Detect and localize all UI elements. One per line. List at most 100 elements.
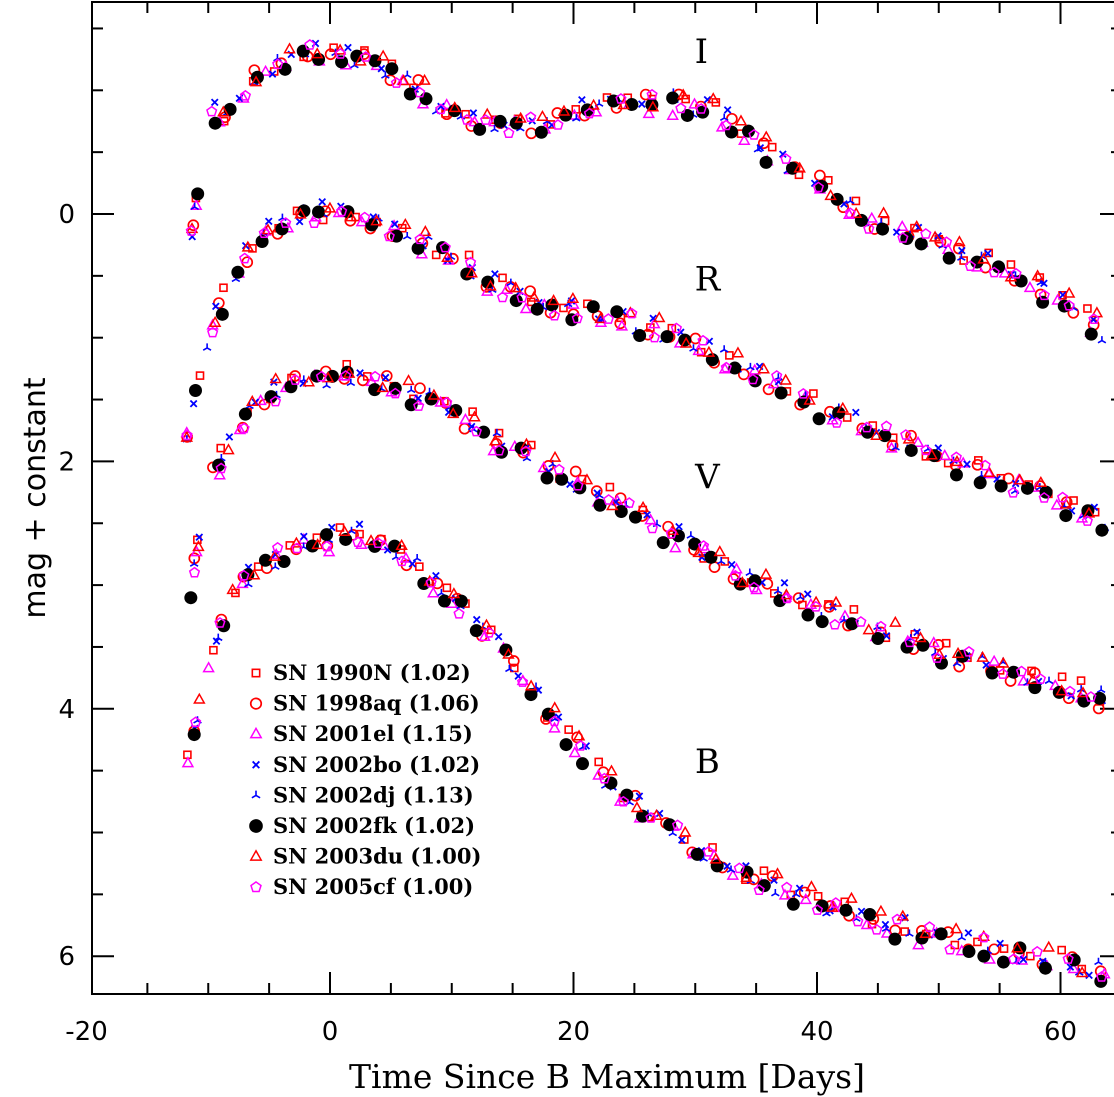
marker-tri-star: [490, 124, 499, 133]
marker-filled-circle: [575, 757, 589, 771]
marker-filled-circle: [1039, 485, 1053, 499]
marker-triangle: [809, 595, 823, 607]
marker-triangle: [648, 317, 661, 329]
marker-pentagon: [359, 211, 371, 223]
marker-triangle: [519, 302, 533, 314]
marker-circle: [886, 439, 899, 452]
marker-triangle: [845, 891, 858, 903]
marker-triangle: [233, 423, 247, 435]
marker-pentagon: [289, 374, 301, 385]
marker-cross: [295, 217, 304, 226]
y-axis-title: mag + constant: [18, 377, 53, 619]
marker-triangle: [997, 656, 1010, 668]
marker-pentagon: [480, 114, 492, 125]
marker-pentagon: [844, 207, 856, 218]
legend-entry: SN 2001el (1.15): [249, 721, 473, 746]
marker-filled-circle: [509, 294, 523, 308]
marker-pentagon: [603, 493, 615, 505]
marker-triangle: [726, 868, 740, 880]
marker-pentagon: [181, 429, 193, 441]
marker-triangle: [202, 661, 215, 673]
marker-square: [900, 927, 910, 936]
marker-filled-circle: [914, 237, 928, 251]
legend-label: SN 2003du (1.00): [273, 844, 481, 869]
marker-square: [849, 605, 859, 614]
marker-pentagon: [863, 223, 875, 234]
marker-circle: [384, 74, 397, 87]
marker-filled-circle: [524, 688, 538, 702]
marker-tri-star: [1094, 957, 1103, 966]
marker-triangle: [740, 870, 753, 883]
marker-filled-circle: [620, 788, 634, 802]
marker-circle: [988, 943, 1001, 956]
marker-triangle: [880, 926, 894, 938]
marker-square: [594, 757, 604, 767]
marker-pentagon: [1007, 486, 1019, 498]
marker-triangle: [189, 198, 203, 210]
marker-pentagon: [304, 39, 316, 50]
x-tick-label: 60: [1044, 1017, 1077, 1047]
marker-filled-circle: [188, 383, 202, 397]
marker-filled-circle: [774, 386, 788, 400]
marker-square: [842, 413, 852, 422]
marker-pentagon: [988, 266, 1000, 278]
marker-filled-circle: [663, 818, 677, 832]
marker-cross: [964, 929, 973, 937]
marker-cross: [566, 480, 574, 489]
marker-triangle: [709, 852, 723, 864]
marker-pentagon: [389, 387, 401, 399]
marker-cross: [698, 553, 706, 562]
marker-tri-star: [594, 99, 604, 107]
marker-triangle: [778, 888, 792, 900]
marker-triangle: [548, 721, 561, 733]
marker-triangle: [344, 210, 358, 222]
marker-triangle: [446, 407, 460, 419]
marker-filled-circle: [992, 260, 1006, 274]
marker-pentagon: [383, 230, 395, 242]
marker-pentagon: [781, 881, 793, 893]
marker-triangle: [441, 250, 454, 263]
marker-pentagon: [503, 127, 515, 138]
marker-filled-circle: [437, 594, 451, 608]
band-label-B: B: [695, 742, 720, 782]
marker-triangle: [395, 538, 408, 550]
marker-cross: [963, 460, 971, 469]
marker-filled-circle: [449, 404, 463, 418]
marker-square: [759, 866, 769, 876]
marker-square: [498, 273, 507, 283]
y-tick-label: 0: [58, 200, 75, 230]
marker-cross: [675, 522, 683, 531]
marker-tri-star: [572, 114, 581, 122]
x-tick-label: 20: [557, 1017, 590, 1047]
marker-pentagon: [598, 772, 611, 784]
marker-filled-circle: [614, 504, 628, 518]
marker-triangle: [713, 545, 727, 557]
marker-triangle: [427, 388, 441, 400]
marker-cross: [778, 150, 787, 158]
band-I-points: [185, 39, 1107, 344]
marker-pentagon: [238, 569, 250, 581]
marker-filled-circle: [1084, 327, 1098, 341]
marker-filled-circle: [231, 265, 245, 279]
marker-triangle: [418, 73, 431, 85]
marker-pentagon: [291, 542, 303, 554]
marker-filled-circle: [1020, 481, 1034, 495]
marker-cross: [494, 632, 503, 641]
marker-triangle: [865, 211, 879, 223]
marker-pentagon: [464, 256, 477, 268]
marker-circle: [569, 465, 582, 478]
band-labels: I R V B: [694, 32, 721, 782]
legend-entry: SN 2005cf (1.00): [250, 874, 473, 899]
marker-pentagon: [671, 819, 684, 831]
marker-pentagon: [239, 89, 252, 101]
marker-triangle: [580, 473, 594, 485]
marker-square: [813, 891, 823, 901]
marker-cross: [299, 532, 308, 541]
marker-triangle: [190, 545, 203, 557]
marker-triangle: [642, 106, 656, 119]
marker-square: [546, 120, 556, 129]
marker-square: [605, 482, 615, 492]
marker-pentagon: [525, 111, 537, 123]
marker-filled-circle: [934, 656, 948, 670]
marker-cross: [1019, 955, 1028, 964]
